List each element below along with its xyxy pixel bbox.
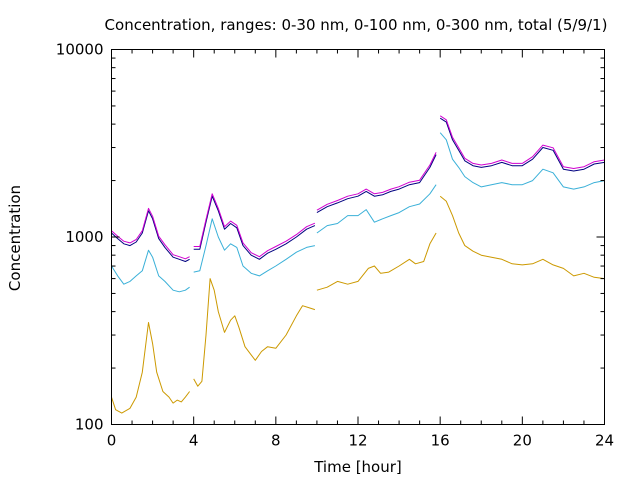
series-4-segment-1 bbox=[111, 207, 190, 260]
ticks-group: 0 4 8 12 16 20 24 100 1000 10000 bbox=[56, 41, 614, 450]
x-tick-label: 12 bbox=[348, 432, 367, 450]
x-axis-label: Time [hour] bbox=[313, 458, 402, 476]
series-2-segment-3 bbox=[316, 184, 437, 234]
x-tick-label: 4 bbox=[189, 432, 199, 450]
series-3-segment-3 bbox=[316, 154, 437, 214]
series-4-segment-3 bbox=[316, 152, 437, 211]
x-tick-label: 8 bbox=[271, 432, 281, 450]
x-tick-label: 24 bbox=[595, 432, 614, 450]
series-1-segment-3 bbox=[316, 232, 437, 291]
series-1-segment-1 bbox=[111, 322, 191, 414]
chart-title: Concentration, ranges: 0-30 nm, 0-100 nm… bbox=[105, 16, 608, 34]
x-tick-label: 20 bbox=[513, 432, 532, 450]
series-4-segment-4 bbox=[439, 115, 605, 169]
series-4-segment-2 bbox=[193, 193, 316, 258]
series-1-segment-4 bbox=[439, 195, 605, 280]
series-3-segment-4 bbox=[439, 117, 605, 172]
plot-frame bbox=[111, 49, 605, 425]
series-2-segment-2 bbox=[193, 218, 316, 277]
x-tick-label: 16 bbox=[431, 432, 450, 450]
series-2-segment-1 bbox=[111, 249, 190, 293]
x-tick-label: 0 bbox=[107, 432, 117, 450]
series-3-segment-1 bbox=[111, 210, 190, 262]
y-tick-label: 1000 bbox=[65, 228, 103, 246]
series-3-segment-2 bbox=[193, 195, 316, 260]
series-1-segment-2 bbox=[193, 278, 316, 387]
y-axis-label: Concentration bbox=[6, 185, 24, 291]
y-tick-label: 10000 bbox=[56, 41, 104, 59]
series-2-segment-4 bbox=[439, 132, 605, 190]
y-tick-label: 100 bbox=[75, 416, 104, 434]
series-group bbox=[111, 115, 605, 414]
